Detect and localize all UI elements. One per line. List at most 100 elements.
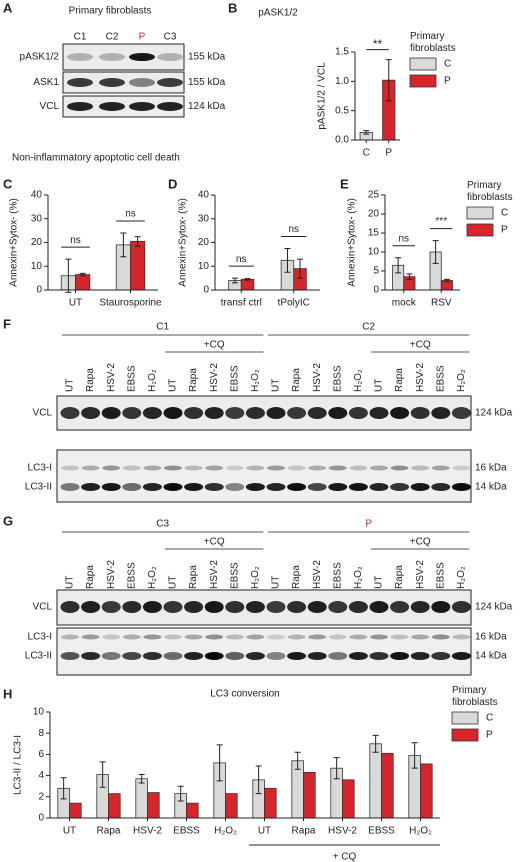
lane-label: UT [271, 576, 282, 589]
blot-band [410, 652, 430, 660]
lane-label: HSV-2 [209, 363, 220, 392]
row-label: pASK1/2 [20, 52, 60, 63]
blot-band [184, 634, 203, 640]
blot-band [184, 601, 204, 613]
lane-label: Rapa [394, 368, 405, 392]
blot-band [122, 483, 142, 491]
legend-title: Primary fibroblasts [410, 31, 456, 54]
lane-label: Rapa [188, 368, 199, 392]
blot-band [81, 634, 100, 640]
error-bar [372, 734, 379, 753]
bar [186, 802, 199, 819]
lane-label: H₂O₂ [456, 566, 467, 589]
y-tick-label: 10 [33, 707, 45, 718]
row-label: LC3-II [25, 482, 52, 493]
blot-band [101, 483, 121, 491]
blot-strip [56, 449, 472, 503]
blot-band [122, 634, 141, 640]
x-tick-label: UT [258, 826, 271, 837]
blot-band [287, 483, 307, 491]
blot-band [67, 53, 93, 61]
blot-band [452, 634, 471, 640]
blot-band [81, 483, 101, 491]
blot-band [266, 652, 286, 660]
lane-label: HSV-2 [415, 560, 426, 589]
y-tick-label: 1.5 [335, 47, 349, 58]
error-bar [333, 757, 340, 780]
bar [420, 763, 433, 819]
y-tick-label: 0 [36, 285, 42, 296]
group-label: C2 [362, 322, 375, 333]
lane-label: C1 [74, 32, 87, 43]
y-tick-label: 5 [373, 266, 379, 277]
lane-label: UT [374, 379, 385, 392]
blot-band [99, 53, 125, 61]
blot-band [452, 465, 471, 471]
y-tick-label: 0 [203, 285, 209, 296]
blot-band [390, 652, 410, 660]
lane-label: H₂O₂ [250, 566, 261, 589]
sig-label: ns [398, 233, 409, 244]
blot-band [349, 465, 368, 471]
bar [342, 779, 355, 819]
blot-strip [56, 627, 472, 676]
error-bar [284, 247, 291, 273]
error-bar [134, 236, 141, 247]
y-tick-label: 30 [198, 213, 210, 224]
lane-label: EBSS [332, 365, 343, 392]
blot-band [369, 407, 389, 419]
blot-band [101, 601, 121, 613]
blot-band [157, 53, 183, 61]
blot-band [164, 465, 182, 471]
y-axis-label: Annexin+Sytox- (%) [178, 198, 189, 287]
legend-title: Primary fibroblasts [467, 180, 513, 203]
x-tick-label: EBSS [173, 826, 200, 837]
blot-band [307, 601, 327, 613]
size-label: 14 kDa [475, 482, 507, 493]
error-bar [406, 273, 413, 280]
legend-label: P [444, 76, 451, 87]
blot-band [184, 652, 204, 660]
blot-band [451, 483, 471, 491]
cq-label: +CQ [204, 537, 225, 548]
blot-band [411, 634, 430, 640]
error-bar [120, 232, 127, 258]
blot-band [204, 407, 224, 419]
group-label: C3 [156, 519, 169, 530]
lane-label: Rapa [188, 565, 199, 589]
blot-band [245, 652, 265, 660]
lane-label: UT [374, 576, 385, 589]
y-tick-label: 15 [368, 228, 380, 239]
blot-band [328, 634, 347, 640]
row-label: VCL [40, 101, 60, 112]
panel-letter: D [168, 176, 177, 191]
legend-swatch [466, 206, 494, 220]
row-label: VCL [33, 408, 53, 419]
lane-label: HSV-2 [209, 560, 220, 589]
legend-swatch [466, 223, 494, 237]
blot-band [287, 652, 307, 660]
size-label: 16 kDa [475, 463, 507, 474]
x-tick-label: UT [63, 826, 76, 837]
legend-label: P [501, 225, 508, 236]
blot-band [157, 102, 183, 111]
blot-band [204, 483, 224, 491]
blot-band [451, 407, 471, 419]
blot-title: Primary fibroblasts [69, 6, 152, 17]
x-tick-label: transf ctrl [221, 298, 262, 309]
blot-band [164, 634, 182, 640]
blot-band [184, 407, 204, 419]
blot-band [266, 407, 286, 419]
lane-label: H₂O₂ [353, 566, 364, 589]
blot-band [451, 652, 471, 660]
error-bar [443, 278, 450, 283]
bar [225, 793, 238, 819]
blot-band [410, 601, 430, 613]
sig-label: *** [435, 216, 447, 227]
blot-band [60, 483, 80, 491]
size-label: 16 kDa [475, 632, 507, 643]
panel-letter: A [3, 0, 13, 15]
blot-band [143, 465, 162, 471]
x-tick-label: tPolyIC [278, 298, 310, 309]
